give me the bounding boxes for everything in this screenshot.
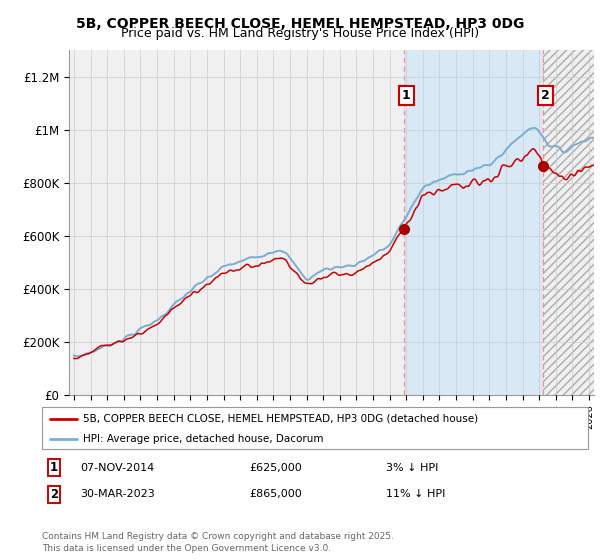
Bar [404, 50, 544, 395]
Text: 07-NOV-2014: 07-NOV-2014 [80, 463, 154, 473]
Text: 1: 1 [402, 88, 410, 102]
Text: 2: 2 [50, 488, 58, 501]
Text: 1: 1 [50, 461, 58, 474]
Text: Contains HM Land Registry data © Crown copyright and database right 2025.
This d: Contains HM Land Registry data © Crown c… [42, 532, 394, 553]
Text: £865,000: £865,000 [250, 489, 302, 500]
Text: 5B, COPPER BEECH CLOSE, HEMEL HEMPSTEAD, HP3 0DG (detached house): 5B, COPPER BEECH CLOSE, HEMEL HEMPSTEAD,… [83, 414, 478, 424]
Text: £625,000: £625,000 [250, 463, 302, 473]
Text: 3% ↓ HPI: 3% ↓ HPI [386, 463, 439, 473]
FancyBboxPatch shape [42, 407, 588, 449]
Text: 30-MAR-2023: 30-MAR-2023 [80, 489, 155, 500]
Text: 5B, COPPER BEECH CLOSE, HEMEL HEMPSTEAD, HP3 0DG: 5B, COPPER BEECH CLOSE, HEMEL HEMPSTEAD,… [76, 17, 524, 31]
Text: 11% ↓ HPI: 11% ↓ HPI [386, 489, 445, 500]
Text: 2: 2 [541, 88, 550, 102]
Text: HPI: Average price, detached house, Dacorum: HPI: Average price, detached house, Daco… [83, 433, 323, 444]
Text: Price paid vs. HM Land Registry's House Price Index (HPI): Price paid vs. HM Land Registry's House … [121, 27, 479, 40]
Bar [544, 50, 594, 395]
